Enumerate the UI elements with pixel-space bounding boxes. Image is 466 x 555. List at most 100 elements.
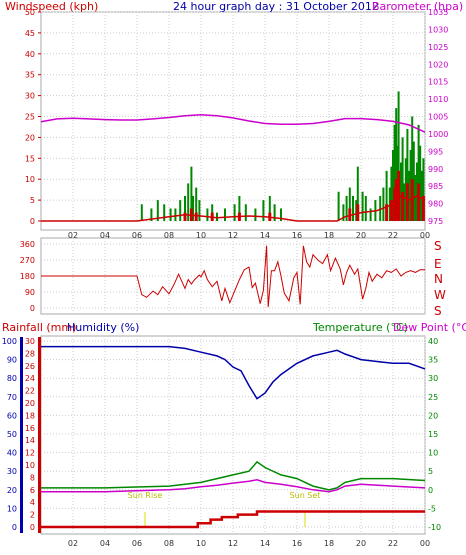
wind-bar — [401, 191, 405, 221]
temp-tick-label: 35 — [428, 356, 438, 365]
gust-bar — [268, 195, 271, 221]
baro-tick-label: 1035 — [428, 8, 448, 17]
gust-bar — [385, 170, 388, 221]
gust-bar — [342, 204, 345, 221]
gust-bar — [169, 208, 172, 221]
baro-tick-label: 990 — [428, 165, 443, 174]
rain-tick-label: 18 — [25, 411, 35, 420]
temp-tick-label: 10 — [428, 449, 438, 458]
humidity-tick-label: 80 — [7, 374, 17, 383]
wind-x-tick-label: 04 — [100, 231, 110, 240]
baro-axis-title: Barometer (hpa) — [372, 0, 463, 13]
temp-tick-label: 20 — [428, 411, 438, 420]
humidity-tick-label: 70 — [7, 393, 17, 402]
gust-bar — [156, 200, 159, 221]
gust-bar — [192, 195, 194, 221]
gust-bar — [382, 187, 385, 221]
sun-marker-label: Sun Set — [290, 491, 321, 500]
wind-tick-label: 0 — [30, 217, 35, 226]
baro-tick-label: 1015 — [428, 78, 448, 87]
humidity-tick-label: 30 — [7, 467, 17, 476]
dewpoint-line — [41, 479, 426, 493]
baro-tick-label: 1010 — [428, 95, 448, 104]
thermo-x-tick-label: 10 — [196, 539, 206, 548]
temperature-axis-title: Temperature (°C) — [312, 321, 408, 334]
gust-bar — [179, 200, 182, 221]
baro-tick-label: 980 — [428, 200, 443, 209]
rainfall-line — [41, 510, 425, 529]
wind-x-tick-label: 08 — [164, 231, 174, 240]
compass-labels: S E N W S — [434, 239, 446, 318]
temp-tick-label: 0 — [428, 486, 433, 495]
gust-bar — [337, 191, 340, 221]
temp-tick-label: 15 — [428, 430, 438, 439]
humidity-tick-label: 60 — [7, 411, 17, 420]
baro-tick-label: 1000 — [428, 130, 448, 139]
temperature-line — [41, 460, 426, 491]
wind-panel-frame — [40, 11, 426, 231]
gust-bar — [352, 195, 354, 221]
humidity-axis-title: Humidity (%) — [67, 321, 139, 334]
gust-bar — [198, 200, 201, 221]
humidity-tick-label: 40 — [7, 449, 17, 458]
gust-bar — [416, 162, 418, 221]
gust-bar — [422, 158, 425, 221]
wind-bar — [183, 212, 187, 221]
thermo-x-tick-label: 16 — [292, 539, 302, 548]
wind-x-tick-label: 00 — [420, 231, 430, 240]
wind-x-tick-label: 22 — [388, 231, 398, 240]
temp-tick-label: -5 — [428, 504, 436, 513]
winddir-tick-label: 360 — [20, 240, 35, 249]
axis-layer: 0510152025303540455097598098599099510001… — [2, 8, 449, 548]
winddir-tick-label: 270 — [20, 256, 35, 265]
gust-bar — [244, 204, 247, 221]
wind-tick-label: 50 — [25, 8, 35, 17]
baro-tick-label: 1005 — [428, 113, 448, 122]
gust-bar — [419, 145, 422, 221]
gust-bar — [379, 195, 382, 221]
grid-layer — [41, 11, 426, 534]
thermo-x-tick-label: 02 — [68, 539, 78, 548]
wind-x-tick-label: 06 — [132, 231, 142, 240]
gust-bar — [411, 116, 414, 221]
rain-tick-label: 12 — [25, 449, 35, 458]
gust-bar — [388, 187, 391, 221]
gust-bar — [393, 124, 396, 221]
baro-tick-label: 1025 — [428, 43, 448, 52]
humidity-tick-label: 100 — [2, 337, 17, 346]
rain-tick-label: 20 — [25, 399, 35, 408]
thermo-x-tick-label: 00 — [420, 539, 430, 548]
winddir-tick-label: 0 — [30, 304, 35, 313]
winddir-tick-label: 180 — [20, 272, 35, 281]
thermo-x-tick-label: 22 — [388, 539, 398, 548]
gust-bar — [409, 149, 412, 221]
wind-tick-label: 10 — [25, 175, 35, 184]
thermo-x-tick-label: 14 — [260, 539, 270, 548]
gust-bar — [392, 149, 394, 221]
thermo-x-tick-label: 12 — [228, 539, 238, 548]
thermo-x-tick-label: 18 — [324, 539, 334, 548]
rain-tick-label: 0 — [30, 523, 35, 532]
baro-tick-label: 975 — [428, 217, 443, 226]
wind-x-tick-label: 12 — [228, 231, 238, 240]
gust-bar — [408, 170, 410, 221]
gust-bar — [184, 195, 186, 221]
gust-bar — [233, 204, 236, 221]
humidity-tick-label: 10 — [7, 504, 17, 513]
temp-tick-label: 30 — [428, 374, 438, 383]
wind-bar — [397, 170, 401, 221]
wind-tick-label: 30 — [25, 92, 35, 101]
wind-bar — [194, 212, 198, 221]
temp-tick-label: 5 — [428, 467, 433, 476]
gust-bar — [348, 187, 351, 221]
wind-tick-label: 40 — [25, 50, 35, 59]
gust-bar — [397, 91, 400, 221]
wind-bar — [421, 195, 425, 221]
rain-tick-label: 28 — [25, 349, 35, 358]
gust-bar — [280, 208, 282, 221]
gust-bar — [355, 200, 358, 221]
barometer-line — [40, 114, 426, 133]
humidity-line — [41, 345, 426, 400]
gust-bar — [345, 195, 348, 221]
winddir-tick-label: 90 — [25, 288, 35, 297]
